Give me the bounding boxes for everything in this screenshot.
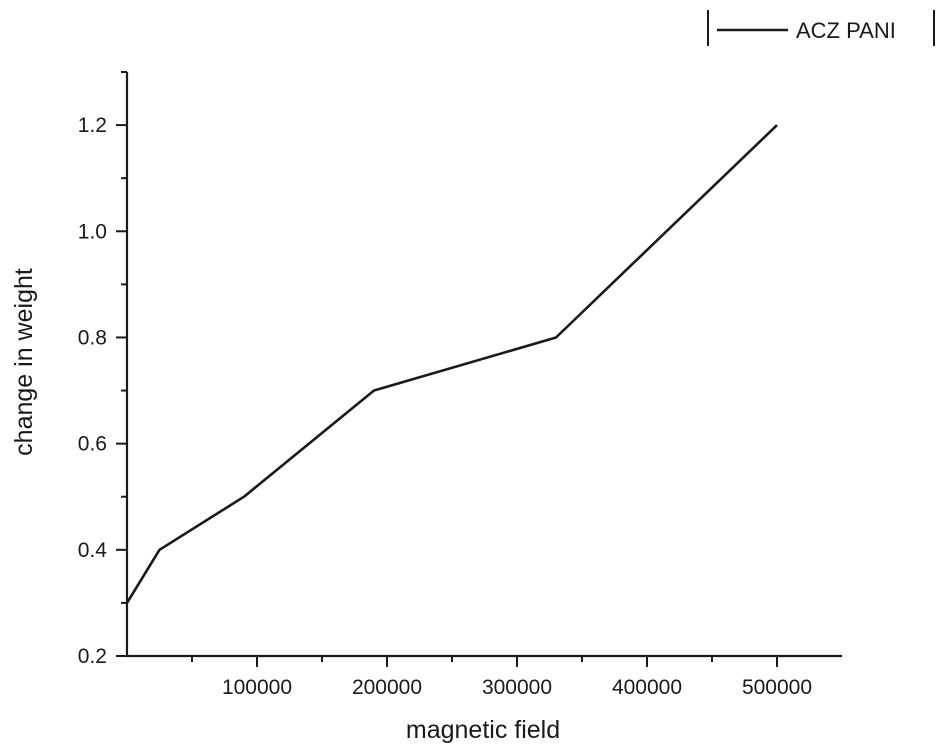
series-lines (125, 124, 778, 604)
y-axis-ticks: 0.2 0.4 0.6 0.8 1.0 1.2 (78, 71, 127, 668)
x-tick-label: 200000 (352, 676, 422, 699)
y-axis-title: change in weight (10, 268, 38, 456)
series-line-acz-pani (125, 124, 778, 604)
y-tick-label: 1.2 (78, 114, 107, 137)
legend: ACZ PANI (707, 10, 935, 46)
y-tick-label: 1.0 (78, 220, 107, 243)
axes (125, 72, 842, 658)
y-tick-label: 0.2 (78, 645, 107, 668)
x-axis-title: magnetic field (406, 716, 560, 744)
y-tick-label: 0.8 (78, 326, 107, 349)
legend-label: ACZ PANI (796, 18, 896, 43)
x-tick-label: 100000 (222, 676, 292, 699)
x-axis-ticks: 100000 200000 300000 400000 500000 (191, 656, 812, 699)
y-tick-label: 0.4 (78, 539, 108, 562)
x-tick-label: 400000 (612, 676, 682, 699)
x-tick-label: 300000 (482, 676, 552, 699)
y-tick-label: 0.6 (78, 433, 107, 456)
x-tick-label: 500000 (742, 676, 812, 699)
